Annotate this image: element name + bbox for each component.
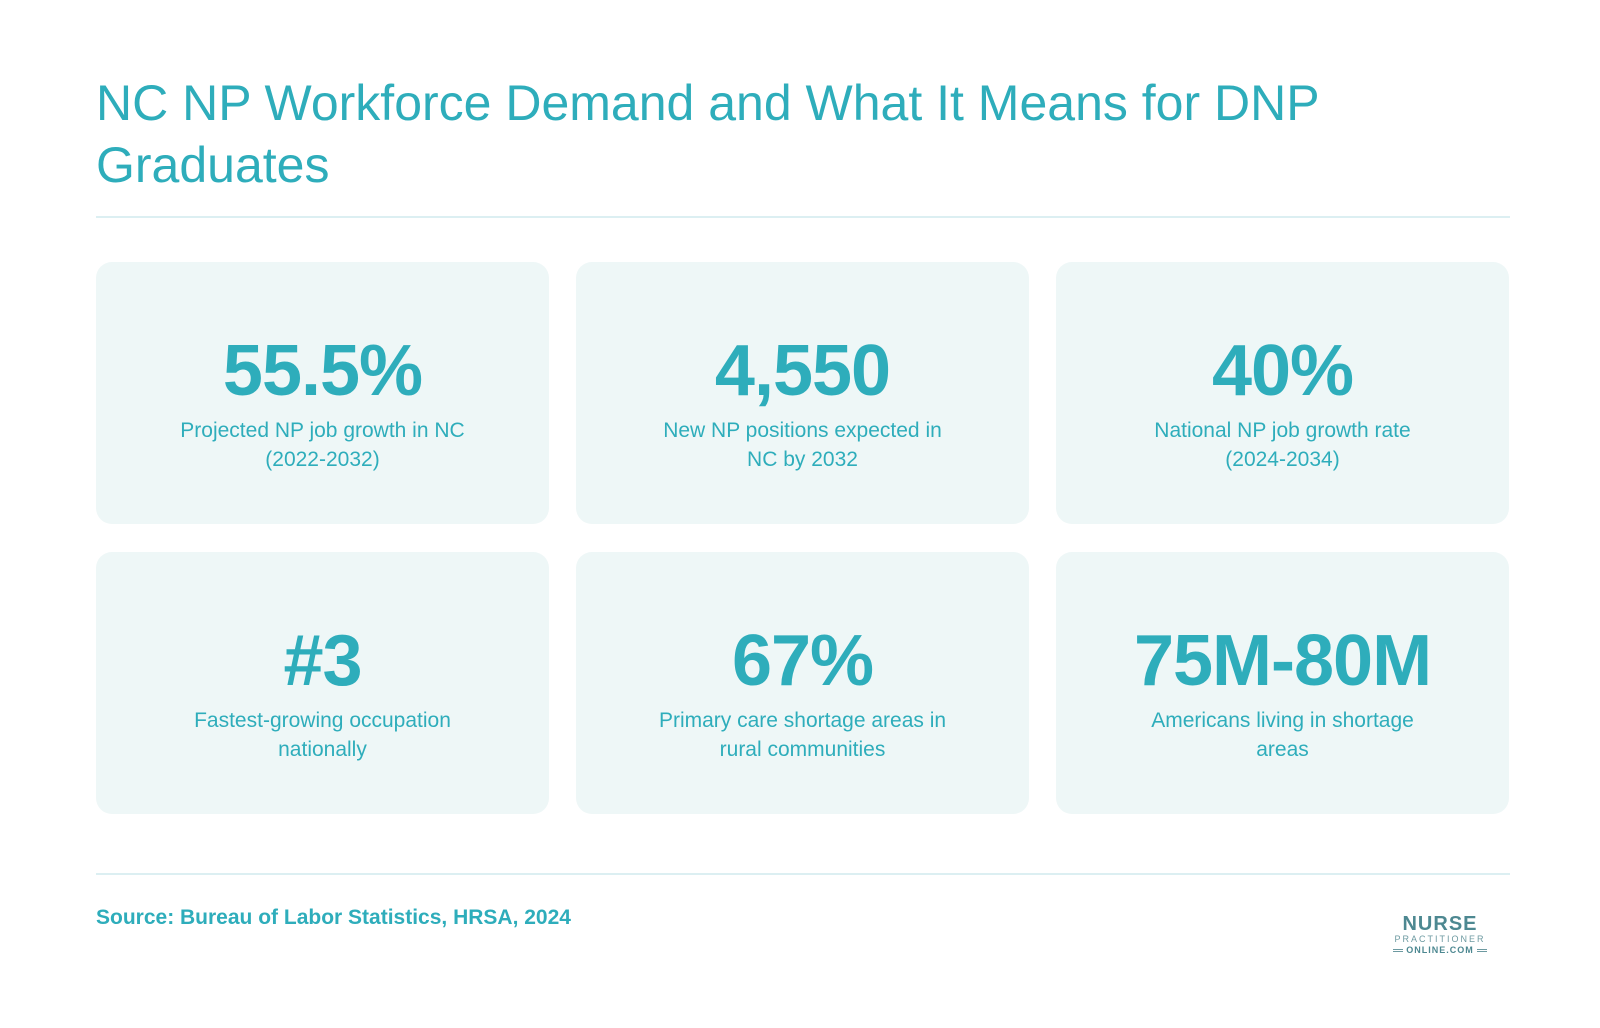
stat-card-shortage-population: 75M-80M Americans living in shortage are…: [1056, 552, 1509, 814]
stat-label: Americans living in shortage areas: [1151, 709, 1414, 761]
logo-line-online: ONLINE.COM: [1386, 945, 1494, 956]
footer-divider: [96, 873, 1510, 875]
stat-card-nc-growth: 55.5% Projected NP job growth in NC (202…: [96, 262, 549, 524]
nurse-practitioner-online-logo: NURSE PRACTITIONER ONLINE.COM: [1386, 914, 1494, 956]
page-title: NC NP Workforce Demand and What It Means…: [96, 75, 1319, 193]
logo-line-online-text: ONLINE.COM: [1406, 945, 1474, 955]
stat-label: Primary care shortage areas in rural com…: [658, 709, 947, 761]
logo-line-nurse: NURSE: [1402, 913, 1478, 935]
stat-value: 40%: [1211, 331, 1354, 411]
stat-value: 75M-80M: [1133, 621, 1432, 701]
stat-value: 4,550: [714, 331, 891, 411]
stat-card-new-positions: 4,550 New NP positions expected in NC by…: [576, 262, 1029, 524]
stat-card-fastest-growing: #3 Fastest-growing occupation nationally: [96, 552, 549, 814]
logo-line-practitioner: PRACTITIONER: [1394, 934, 1486, 944]
stat-value: 55.5%: [222, 331, 423, 411]
stat-label: National NP job growth rate (2024-2034): [1154, 419, 1411, 471]
logo-dash-icon: [1476, 949, 1487, 952]
logo-dash-icon: [1393, 949, 1404, 952]
stat-value: 67%: [731, 621, 874, 701]
stat-label: New NP positions expected in NC by 2032: [663, 419, 942, 471]
stat-label: Projected NP job growth in NC (2022-2032…: [180, 419, 465, 471]
source-citation: Source: Bureau of Labor Statistics, HRSA…: [96, 906, 571, 929]
stat-card-rural-shortage: 67% Primary care shortage areas in rural…: [576, 552, 1029, 814]
stat-label: Fastest-growing occupation nationally: [194, 709, 451, 761]
title-divider: [96, 216, 1510, 218]
stat-card-national-growth: 40% National NP job growth rate (2024-20…: [1056, 262, 1509, 524]
stat-value: #3: [283, 621, 362, 701]
stats-grid: 55.5% Projected NP job growth in NC (202…: [96, 262, 1510, 814]
